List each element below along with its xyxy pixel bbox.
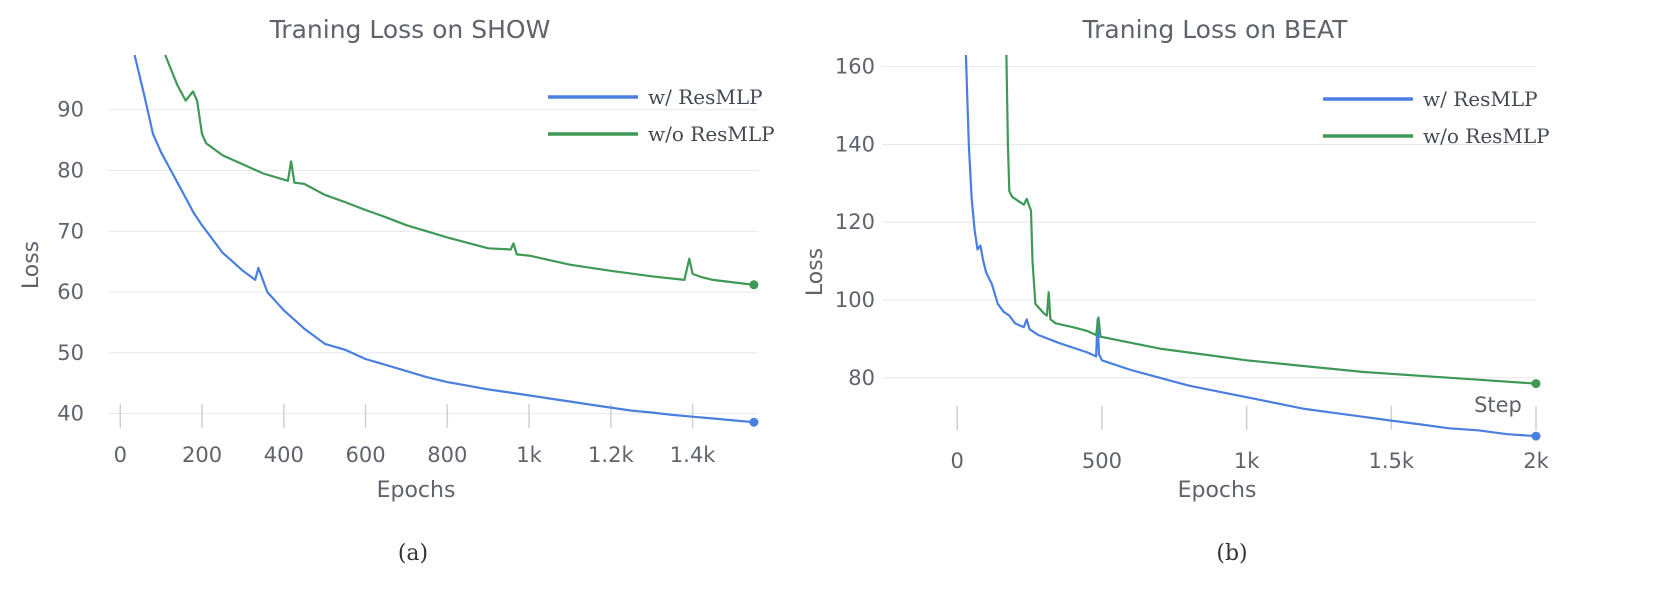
x-tick-label: 1k (516, 443, 542, 467)
x-tick-label: 2k (1523, 449, 1549, 473)
x-tick-label: 0 (951, 449, 964, 473)
y-tick-label: 160 (835, 55, 875, 79)
chart-title: Traning Loss on SHOW (269, 15, 551, 44)
legend-label-0: w/ ResMLP (648, 85, 763, 109)
series-line-1 (1005, 54, 1537, 385)
y-tick-label: 50 (57, 341, 84, 365)
y-tick-label: 100 (835, 288, 875, 312)
y-tick-label: 80 (57, 159, 84, 183)
x-tick-label: 0 (114, 443, 127, 467)
overlay-step-label: Step (1474, 393, 1522, 417)
x-tick-label: 1.4k (670, 443, 716, 467)
y-tick-label: 60 (57, 280, 84, 304)
subfigure-caption: (b) (1216, 541, 1247, 566)
legend-label-1: w/o ResMLP (648, 122, 775, 146)
y-tick-label: 90 (57, 98, 84, 122)
series-line-0 (133, 54, 754, 424)
series-line-1 (164, 54, 755, 286)
legend-label-0: w/ ResMLP (1423, 87, 1538, 111)
y-axis-label: Loss (19, 241, 44, 289)
y-tick-label: 140 (835, 132, 875, 156)
y-tick-label: 40 (57, 402, 84, 426)
series-end-point-1 (749, 280, 759, 290)
chart-title: Traning Loss on BEAT (1082, 15, 1349, 44)
x-axis-label: Epochs (1178, 478, 1257, 503)
x-tick-label: 800 (427, 443, 467, 467)
subfigure-caption: (a) (398, 541, 428, 566)
x-tick-label: 600 (346, 443, 386, 467)
x-tick-label: 1.2k (588, 443, 634, 467)
series-end-point-0 (1531, 431, 1541, 441)
y-tick-label: 70 (57, 219, 84, 243)
x-tick-label: 200 (182, 443, 222, 467)
x-tick-label: 1k (1234, 449, 1260, 473)
y-axis-label: Loss (803, 248, 828, 296)
x-tick-label: 1.5k (1369, 449, 1415, 473)
x-axis-label: Epochs (377, 478, 456, 503)
legend-label-1: w/o ResMLP (1423, 124, 1550, 148)
series-line-0 (964, 54, 1537, 438)
panel-beat: 80 100 120 140 160 0 500 1k 1.5k 2k w/ ResMLP w/o R… (803, 15, 1550, 566)
panel-show: 40 50 60 70 80 90 0 200 400 600 800 1k 1.2k 1.4k w/ Re… (19, 15, 775, 566)
x-tick-label: 400 (264, 443, 304, 467)
y-tick-label: 120 (835, 210, 875, 234)
y-tick-label: 80 (848, 366, 875, 390)
x-tick-label: 500 (1082, 449, 1122, 473)
series-end-point-0 (749, 417, 759, 427)
series-end-point-1 (1531, 379, 1541, 389)
